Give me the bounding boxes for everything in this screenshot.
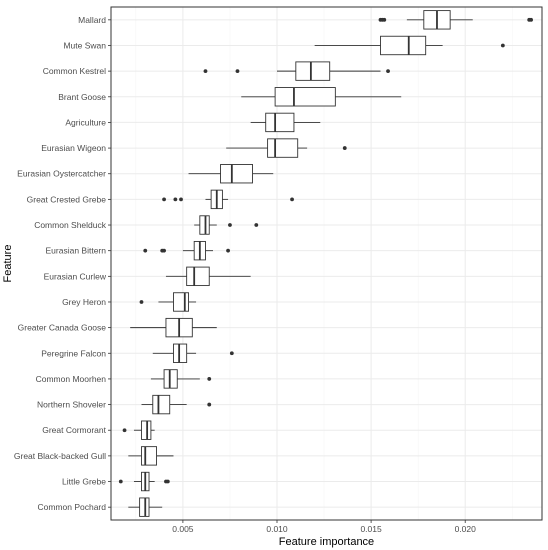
- x-tick-label: 0.015: [360, 524, 382, 534]
- outlier-point: [179, 197, 183, 202]
- box-iqr: [141, 420, 152, 440]
- y-tick-label: Common Moorhen: [36, 374, 107, 384]
- y-tick-label: Eurasian Oystercatcher: [17, 169, 106, 179]
- y-tick-label: Eurasian Wigeon: [41, 143, 106, 153]
- outlier-point: [207, 377, 212, 381]
- box-mute-swan: [314, 35, 505, 56]
- box-common-moorhen: [150, 369, 212, 389]
- box-common-kestrel: [203, 61, 390, 81]
- box-eurasian-bittern: [143, 240, 230, 261]
- y-tick-label: Great Black-backed Gull: [14, 451, 106, 461]
- box-iqr: [173, 343, 188, 363]
- y-axis-title: Feature: [2, 245, 14, 283]
- outlier-point: [143, 248, 148, 253]
- outlier-point: [235, 69, 240, 74]
- box-iqr: [380, 35, 427, 56]
- outlier-point: [165, 479, 170, 484]
- y-tick-label: Mallard: [78, 15, 106, 25]
- box-grey-heron: [139, 292, 197, 312]
- plot-panel: [111, 7, 542, 520]
- outlier-point: [122, 428, 127, 433]
- outlier-point: [254, 223, 259, 227]
- box-iqr: [295, 61, 331, 81]
- outlier-point: [500, 43, 505, 48]
- panel-border: [110, 6, 543, 521]
- y-tick-label: Peregrine Falcon: [41, 348, 106, 358]
- box-eurasian-wigeon: [226, 138, 347, 158]
- box-iqr: [163, 369, 178, 389]
- box-great-crested-grebe: [162, 189, 294, 210]
- box-agriculture: [250, 112, 321, 133]
- y-tick-label: Grey Heron: [62, 297, 106, 307]
- outlier-point: [529, 17, 533, 22]
- y-axis: Mallard Mute Swan Common Kestrel Brant Goos…: [14, 15, 111, 512]
- outlier-point: [386, 69, 390, 74]
- outlier-point: [162, 248, 166, 253]
- box-mallard: [378, 10, 533, 30]
- box-common-pochard: [128, 497, 163, 517]
- box-eurasian-oystercatcher: [188, 164, 274, 184]
- y-tick-label: Eurasian Curlew: [44, 271, 107, 281]
- x-axis-title: Feature importance: [279, 536, 374, 548]
- x-tick-label: 0.010: [266, 524, 288, 534]
- x-axis: 0.005 0.010 0.015 0.020: [172, 520, 476, 534]
- panel-frame: [110, 6, 543, 521]
- box-great-black-backed-gull: [128, 446, 174, 466]
- y-tick-label: Eurasian Bittern: [46, 246, 107, 256]
- panel-background: [111, 7, 542, 520]
- box-iqr: [173, 292, 189, 312]
- x-tick-label: 0.020: [455, 524, 477, 534]
- y-tick-label: Common Pochard: [37, 502, 106, 512]
- outlier-point: [226, 248, 230, 253]
- outlier-point: [290, 197, 294, 202]
- box-iqr: [152, 394, 171, 415]
- box-eurasian-curlew: [165, 266, 251, 287]
- y-tick-label: Common Shelduck: [34, 220, 107, 230]
- box-iqr: [199, 215, 210, 235]
- box-little-grebe: [118, 471, 170, 492]
- box-iqr: [267, 138, 299, 158]
- box-iqr: [141, 446, 157, 466]
- y-tick-label: Northern Shoveler: [37, 400, 106, 410]
- x-tick-label: 0.005: [172, 524, 194, 534]
- box-iqr: [139, 497, 150, 517]
- outlier-point: [203, 69, 208, 74]
- outlier-point: [173, 197, 178, 202]
- outlier-point: [342, 146, 347, 150]
- outlier-point: [118, 479, 123, 484]
- box-northern-shoveler: [141, 394, 212, 415]
- outlier-point: [382, 17, 387, 22]
- box-iqr: [186, 266, 210, 287]
- box-brant-goose: [241, 87, 402, 107]
- outlier-point: [207, 402, 212, 407]
- box-iqr: [274, 87, 336, 107]
- y-tick-label: Little Grebe: [62, 477, 106, 487]
- y-tick-label: Agriculture: [65, 117, 106, 127]
- box-iqr: [265, 112, 295, 133]
- box-series: [118, 10, 533, 517]
- outlier-point: [139, 300, 144, 304]
- y-tick-label: Great Cormorant: [42, 425, 106, 435]
- y-tick-label: Greater Canada Goose: [18, 323, 107, 333]
- box-peregrine-falcon: [152, 343, 234, 363]
- outlier-point: [228, 223, 232, 227]
- y-tick-label: Great Crested Grebe: [27, 194, 107, 204]
- box-iqr: [220, 164, 253, 184]
- y-tick-label: Brant Goose: [58, 92, 106, 102]
- outlier-point: [162, 197, 166, 202]
- box-common-shelduck: [194, 215, 259, 235]
- box-greater-canada-goose: [130, 317, 217, 338]
- y-tick-label: Mute Swan: [63, 40, 106, 50]
- box-great-cormorant: [122, 420, 155, 440]
- y-tick-label: Common Kestrel: [43, 66, 106, 76]
- outlier-point: [229, 351, 234, 356]
